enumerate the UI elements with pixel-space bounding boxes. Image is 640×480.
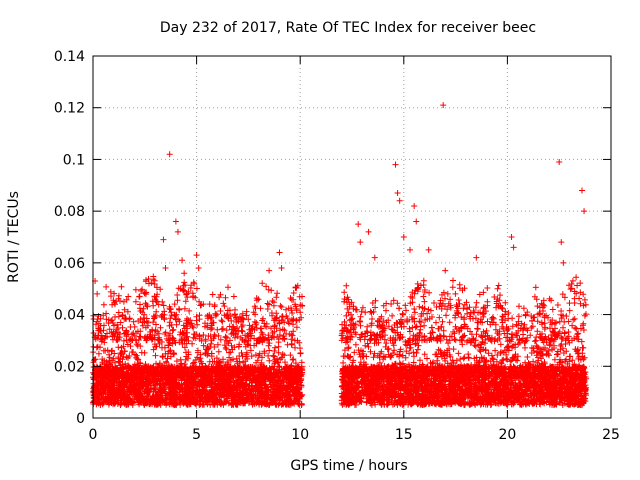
y-tick-label: 0.04 [54,308,85,324]
plot-frame [92,55,612,419]
y-tick-label: 0.1 [63,152,85,168]
data-points [90,102,590,409]
axis-ticks: 0 0.02 0.04 0.06 0.08 0.1 0.12 0.14 0 5 10 15 20 25 [54,49,620,443]
roti-outlier-point [508,234,515,240]
roti-outlier-point [425,246,432,253]
roti-outlier-point [181,270,188,277]
x-tick-label: 10 [291,427,309,443]
roti-outlier-point [145,280,152,287]
roti-outlier-point [473,254,480,261]
y-tick-label: 0.06 [54,256,85,272]
roti-outlier-point [195,265,202,272]
roti-outlier-point [413,218,420,225]
roti-outlier-point [365,228,372,235]
roti-outlier-point [556,159,563,166]
y-axis-label: ROTI / TECUs [6,191,22,283]
roti-outlier-point [174,228,181,235]
roti-outlier-point [400,234,407,240]
roti-outlier-point [172,218,179,225]
roti-outlier-point [179,257,186,264]
roti-outlier-point [560,259,567,266]
roti-outlier-point [407,246,414,253]
roti-outlier-point [160,236,167,243]
x-tick-label: 0 [89,427,98,443]
roti-outlier-point [396,197,403,204]
roti-outlier-point [94,290,101,297]
roti-outlier-point [355,221,362,228]
roti-outlier-point [394,190,401,197]
y-tick-label: 0.14 [54,49,85,65]
roti-outlier-point [125,293,132,300]
roti-outlier-point [276,249,283,256]
x-tick-label: 15 [395,427,413,443]
x-tick-label: 5 [192,427,201,443]
y-tick-label: 0.08 [54,204,85,220]
y-tick-label: 0.12 [54,101,85,117]
roti-outlier-point [166,151,173,158]
roti-outlier-point [266,267,273,274]
roti-outlier-point [581,208,588,215]
y-tick-label: 0.02 [54,359,85,375]
chart-title: Day 232 of 2017, Rate Of TEC Index for r… [160,20,536,36]
roti-outlier-point [230,293,237,300]
x-tick-label: 20 [498,427,516,443]
y-tick-label: 0 [76,411,85,427]
roti-outlier-point [411,202,418,209]
roti-outlier-point [440,102,447,109]
roti-outlier-point [193,252,200,259]
roti-outlier-point [278,265,285,272]
roti-outlier-point [510,244,517,251]
roti-outlier-point [578,187,585,194]
roti-outlier-point [558,239,565,246]
roti-outlier-point [442,267,449,274]
roti-outlier-point [392,161,399,168]
roti-point-cloud [90,273,590,409]
roti-outlier-point [371,254,378,261]
x-axis-label: GPS time / hours [290,458,407,474]
roti-outlier-point [162,265,169,272]
roti-outlier-point [357,239,364,246]
x-tick-label: 25 [602,427,620,443]
